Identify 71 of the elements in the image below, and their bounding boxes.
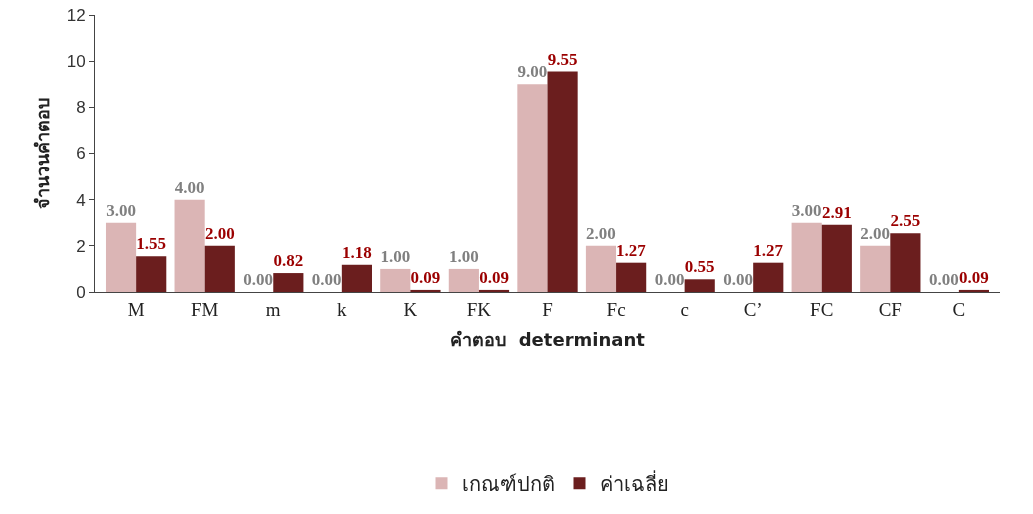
- data-label: 2.00: [586, 223, 616, 243]
- data-label: 9.00: [517, 62, 548, 82]
- bar: [585, 245, 617, 292]
- y-tick-label: 12: [66, 5, 86, 25]
- bar: [684, 279, 715, 292]
- bar: [410, 289, 441, 292]
- x-tick-label: F: [542, 298, 553, 320]
- data-label: 0.00: [654, 270, 685, 289]
- data-label: 1.27: [616, 240, 647, 260]
- bar: [890, 233, 921, 292]
- x-tick-label: FK: [466, 298, 492, 320]
- data-label: 2.00: [204, 223, 235, 243]
- data-label: 0.00: [311, 270, 342, 289]
- data-label: 3.00: [791, 200, 822, 220]
- data-label: 0.00: [928, 270, 959, 289]
- x-tick-label: FC: [810, 298, 834, 320]
- x-tick-label: K: [403, 298, 418, 320]
- bar: [958, 289, 990, 292]
- data-label: 4.00: [174, 177, 205, 197]
- x-tick-label: M: [127, 298, 145, 320]
- y-tick-label: 4: [76, 190, 86, 210]
- x-tick-label: k: [337, 298, 348, 320]
- bar: [821, 224, 852, 292]
- y-tick-label: 2: [76, 236, 86, 256]
- bar: [478, 289, 510, 292]
- x-tick-label: C: [952, 298, 966, 320]
- bar: [517, 84, 548, 292]
- data-label: 0.55: [684, 257, 715, 277]
- y-tick-label: 10: [66, 52, 86, 72]
- x-tick-label: m: [265, 298, 281, 320]
- data-label: 1.00: [448, 246, 479, 266]
- bar: [753, 262, 784, 292]
- bar: [204, 245, 235, 292]
- data-label: 0.09: [959, 267, 989, 287]
- data-label: 0.09: [410, 267, 441, 287]
- bar: [273, 273, 304, 292]
- x-axis-title: คำตอบ determinant: [450, 328, 646, 350]
- x-tick-label: c: [680, 298, 689, 320]
- data-label: 2.91: [821, 202, 852, 222]
- y-tick-label: 8: [76, 98, 86, 118]
- data-label: 1.55: [136, 234, 167, 254]
- data-label: 3.00: [106, 200, 136, 220]
- bar: [136, 256, 167, 292]
- bar: [616, 262, 647, 292]
- bar: [174, 199, 205, 292]
- x-tick-label: CF: [878, 298, 902, 320]
- y-tick-label: 0: [76, 282, 86, 302]
- bar: [860, 245, 891, 292]
- y-tick-label: 6: [76, 144, 86, 164]
- x-tick-label: C’: [743, 298, 763, 320]
- data-label: 9.55: [547, 49, 578, 69]
- data-label: 0.00: [723, 270, 753, 289]
- legend-label: เกณฑ์ปกติ: [461, 472, 555, 497]
- y-axis-title: จำนวนคำตอบ: [31, 98, 53, 209]
- data-label: 1.00: [380, 246, 411, 266]
- bar: [105, 222, 137, 292]
- bar: [547, 71, 578, 292]
- bar: [448, 268, 479, 292]
- data-label: 1.27: [753, 240, 784, 260]
- data-label: 0.82: [273, 251, 304, 271]
- data-label: 2.00: [860, 223, 891, 243]
- data-label: 0.00: [243, 270, 274, 289]
- bar: [380, 268, 411, 292]
- bar: [791, 222, 822, 292]
- x-tick-label: FM: [190, 298, 219, 320]
- x-tick-label: Fc: [606, 298, 626, 320]
- data-label: 2.55: [890, 211, 921, 231]
- legend-label: ค่าเฉลี่ย: [599, 470, 669, 497]
- data-label: 1.18: [342, 242, 372, 262]
- data-label: 0.09: [479, 267, 509, 287]
- bar: [341, 264, 372, 292]
